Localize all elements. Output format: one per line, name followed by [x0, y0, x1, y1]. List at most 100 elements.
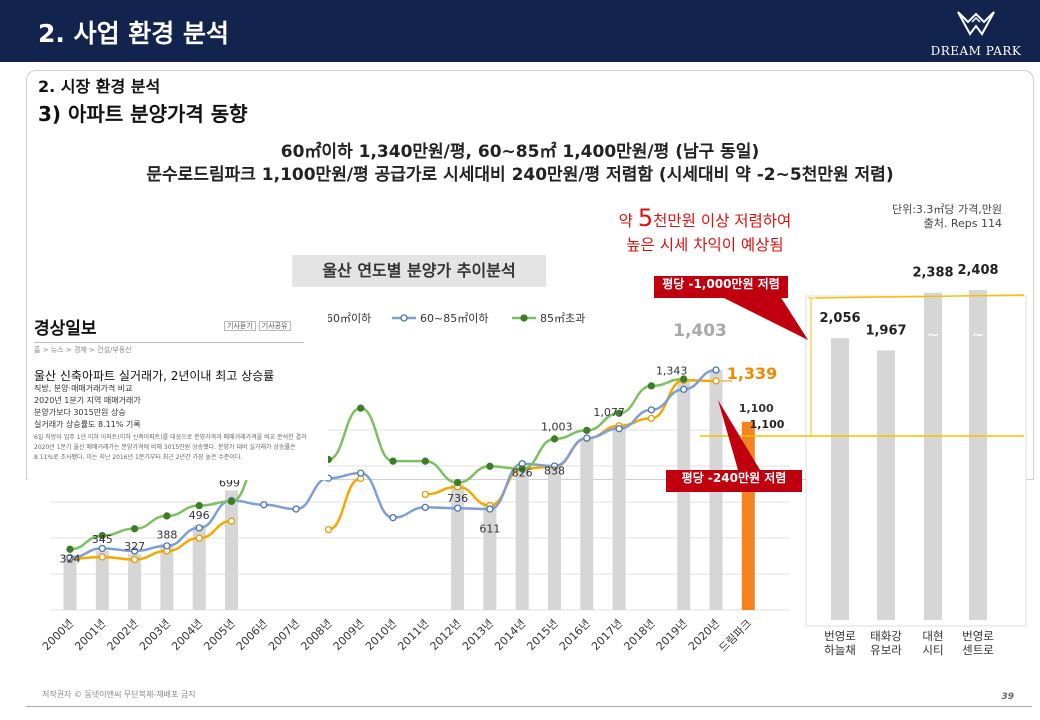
series-point — [583, 426, 591, 435]
comparison-bar — [969, 290, 987, 620]
legend-label: 60㎡이하 — [326, 311, 371, 325]
wing-crest-icon — [957, 11, 995, 36]
discount-label-bottom: 평당 -240만원 저렴 — [666, 470, 802, 492]
x-tick-label: 2018년 — [621, 617, 657, 653]
price-label-60: 1,339 — [727, 364, 778, 383]
x-tick-label: 2019년 — [654, 617, 690, 653]
series-point — [712, 377, 720, 385]
chart-title: 울산 연도별 분양가 추이분석 — [292, 255, 546, 287]
news-line: 실거래가 상승률도 8.11% 기록 — [34, 420, 141, 429]
series-point — [421, 503, 429, 512]
series-point — [130, 547, 139, 555]
bar-value-label: 1,100 — [739, 402, 774, 415]
year-bar — [192, 525, 206, 610]
red-arrow-top — [720, 296, 808, 340]
comparison-category-label: 태화강 — [870, 629, 902, 643]
series-point — [421, 490, 429, 499]
reference-value-label: 1,100 — [750, 418, 785, 431]
series-point — [357, 404, 365, 412]
x-tick-label: 2015년 — [524, 617, 560, 653]
page-title: 2. 사업 환경 분석 — [38, 19, 230, 48]
x-tick-label: 2011년 — [395, 617, 431, 653]
series-point — [615, 425, 623, 433]
series-point — [66, 545, 74, 553]
callout-big: 5 — [637, 204, 654, 232]
series-line-0 — [328, 477, 362, 531]
series-point — [680, 385, 688, 393]
series-point — [260, 501, 268, 509]
x-tick-label: 2001년 — [72, 617, 108, 653]
news-line: 2020년 1분기 지역 매매거래가 — [34, 396, 141, 405]
bar-value-label: 1,343 — [656, 364, 688, 377]
x-tick-label: 2008년 — [298, 617, 334, 653]
bar-value-label: 1,403 — [673, 321, 727, 341]
x-tick-label: 2010년 — [363, 617, 399, 653]
series-point — [712, 366, 720, 374]
x-tick-label: 2013년 — [460, 617, 496, 653]
comparison-value-label: 1,967 — [865, 323, 906, 338]
summary-line-2: 문수로드림파크 1,100만원/평 공급가로 시세대비 240만원/평 저렴함 … — [146, 165, 894, 185]
series-point — [130, 555, 139, 564]
news-clipping: 경상일보 기사듣기 기사공유 홈 > 뉴스 > 경제 > 건설/부동산 울산 신축… — [28, 310, 328, 480]
series-point — [357, 469, 365, 477]
bar-value-label: 611 — [479, 522, 500, 535]
bar-value-label: 1,003 — [541, 420, 573, 433]
year-bar — [548, 466, 561, 610]
brand-logo: DREAM PARK — [928, 8, 1021, 58]
series-point — [195, 502, 203, 510]
comparison-bar — [924, 292, 942, 620]
legend-label: 60~85㎡이하 — [420, 311, 488, 325]
series-point — [324, 525, 333, 534]
series-point — [389, 513, 397, 522]
series-point — [98, 544, 106, 553]
comparison-category-label: 번영로 — [962, 629, 994, 643]
page-number: 39 — [1001, 692, 1014, 702]
breadcrumb: 홈 > 뉴스 > 경제 > 건설/부동산 — [34, 346, 132, 354]
series-point — [98, 531, 106, 540]
series-point — [615, 409, 623, 417]
year-bar — [95, 550, 109, 610]
x-tick-label: 2002년 — [105, 617, 141, 653]
series-point — [680, 375, 688, 383]
comparison-bar — [831, 338, 849, 620]
bar-value-label: 838 — [544, 465, 565, 478]
year-bar — [515, 468, 529, 610]
listen-button[interactable]: 기사듣기 — [224, 321, 256, 331]
series-point — [292, 505, 300, 513]
year-bar — [63, 554, 77, 610]
series-point — [130, 525, 139, 533]
section-subtitle: 2. 시장 환경 분석 — [38, 77, 161, 96]
comparison-category-label: 대현 — [922, 629, 943, 643]
series-point — [550, 435, 559, 443]
series-point — [486, 462, 494, 470]
bar-value-label: 496 — [189, 509, 210, 522]
copyright-note: 저작권자 © 동넷이앤씨 무단복제-재배포 금지 — [42, 690, 196, 699]
share-button[interactable]: 기사공유 — [258, 321, 291, 331]
comparison-bar — [877, 350, 895, 620]
callout-pre: 약 — [618, 212, 638, 230]
x-tick-label: 2000년 — [40, 617, 76, 653]
series-point — [550, 462, 559, 470]
x-tick-label: 2017년 — [589, 617, 625, 653]
bar-value-label: 826 — [512, 467, 533, 480]
bar-value-label: 1,077 — [593, 406, 625, 419]
series-point — [647, 414, 656, 423]
summary-line-1: 60㎡이하 1,340만원/평, 60~85㎡ 1,400만원/평 (남구 동일… — [280, 142, 760, 162]
series-point — [227, 497, 236, 506]
comparison-value-label: 2,056 — [819, 311, 860, 326]
red-arrow-bottom — [718, 400, 760, 470]
bar-value-label: 388 — [156, 529, 177, 542]
section-title: 3) 아파트 분양가격 동향 — [38, 102, 248, 126]
callout-post: 천만원 이상 저렴하여 — [653, 212, 792, 230]
newspaper-brand: 경상일보 — [34, 319, 97, 339]
news-headline: 울산 신축아파트 실거래가, 2년이내 최고 상승률 — [34, 369, 275, 383]
year-bar — [483, 505, 497, 610]
comparison-category-label: 센트로 — [962, 643, 994, 657]
series-point — [389, 457, 397, 465]
year-bar — [451, 484, 465, 610]
legend-marker — [400, 314, 408, 322]
series-point — [647, 406, 656, 414]
news-buttons: 기사듣기 기사공유 — [224, 321, 294, 331]
x-tick-label: 2014년 — [492, 617, 528, 653]
